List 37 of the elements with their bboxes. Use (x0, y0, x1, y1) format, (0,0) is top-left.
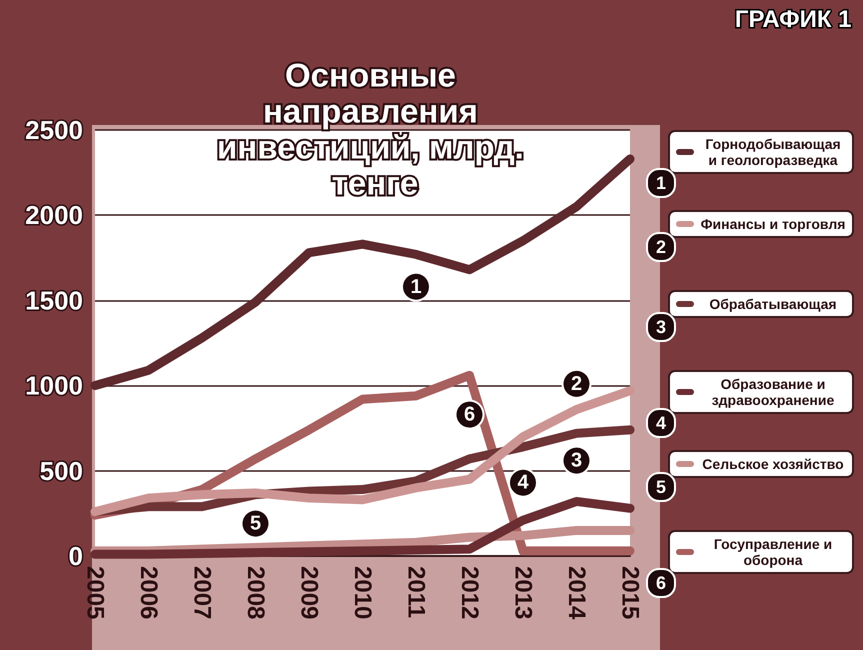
legend-label: Госуправление и оборона (714, 536, 832, 568)
text: 2 (656, 237, 666, 257)
x-tick-label: 2014 (563, 566, 590, 620)
y-tick-label: 0 (68, 541, 83, 571)
text: 5 (656, 477, 666, 497)
text: 6 (656, 573, 666, 593)
text: 3 (656, 317, 666, 337)
text: 1 (656, 173, 666, 193)
legend-label: Обрабатывающая (709, 296, 837, 312)
x-tick-label: 2005 (82, 566, 108, 620)
annotation: 5 (250, 512, 262, 535)
y-tick-label: 1500 (25, 285, 83, 316)
x-tick-label: 2015 (616, 566, 644, 620)
x-tick-label: 2007 (188, 566, 216, 620)
x-tick-label: 2012 (456, 566, 483, 620)
y-tick-label: 1000 (25, 370, 83, 401)
x-tick-label: 2006 (135, 566, 162, 620)
x-tick-label: 2009 (296, 566, 322, 620)
legend-label: Сельское хозяйство (702, 456, 844, 472)
legend-label: Финансы и торговля (700, 216, 846, 232)
annotation: 6 (464, 404, 476, 426)
annotation: 2 (570, 372, 582, 395)
annotation: 1 (410, 276, 422, 298)
y-tick-label: 2000 (25, 200, 83, 230)
legend-label: Горнодобывающая и геологоразведка (705, 136, 841, 168)
annotation: 4 (517, 472, 530, 494)
x-tick-label: 2010 (349, 566, 376, 620)
legend-label: Образование и здравоохранение (712, 376, 834, 408)
text: 4 (656, 413, 666, 433)
y-tick-label: 2500 (25, 115, 83, 145)
chart-title: Основные направления инвестиций, млрд. тенге (217, 56, 533, 202)
y-tick-label: 500 (40, 456, 83, 486)
x-tick-label: 2008 (242, 566, 269, 620)
x-tick-label: 2011 (402, 566, 430, 618)
x-tick-label: 2013 (510, 566, 536, 620)
text: ГРАФИК 1 (734, 6, 852, 33)
annotation: 3 (570, 450, 582, 472)
